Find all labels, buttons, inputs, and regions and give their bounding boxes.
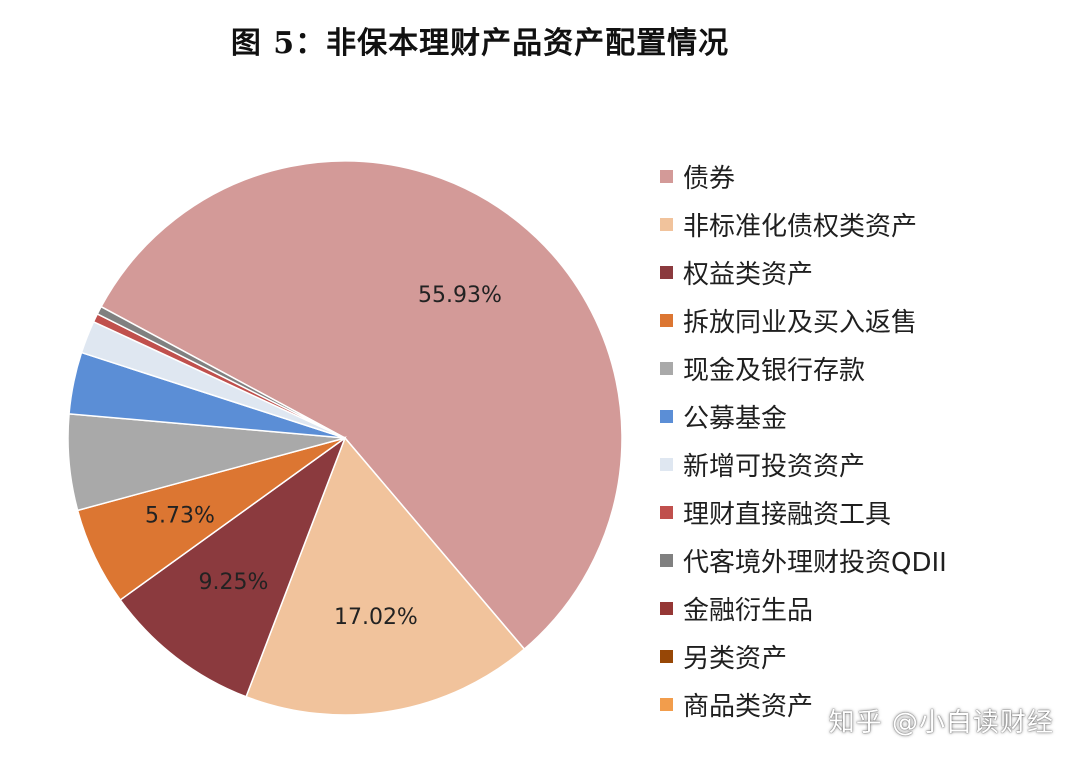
legend-label: 另类资产: [683, 643, 788, 674]
pie-slice-3: [119, 435, 347, 698]
slice-label-2: 17.02%: [334, 605, 418, 630]
legend-swatch: [660, 457, 673, 471]
legend: 债券非标准化债权类资产 权益类资产拆放同业及买入返售 现金及银行存款 公募基金新增可投…: [660, 152, 947, 728]
legend-swatch: [660, 265, 673, 279]
legend-item: 公募基金: [660, 392, 947, 440]
slice-label-3: 9.25%: [199, 570, 269, 595]
legend-item: 权益类资产: [660, 248, 947, 296]
slice-label-1: 55.93%: [418, 283, 502, 308]
slice-label-4: 5.73%: [145, 504, 215, 529]
watermark: 知乎 @小白读财经: [828, 708, 1054, 738]
legend-item: 另类资产: [660, 632, 947, 680]
legend-item: 商品类资产: [660, 680, 947, 728]
legend-label: 现金及银行存款: [683, 355, 866, 386]
legend-item: 拆放同业及买入返售: [660, 296, 947, 344]
legend-swatch: [660, 217, 673, 231]
legend-swatch: [660, 697, 673, 711]
legend-swatch: [660, 601, 673, 615]
legend-label: 理财直接融资工具: [683, 499, 892, 530]
legend-label: 新增可投资资产: [683, 451, 866, 482]
legend-item: 现金及银行存款: [660, 344, 947, 392]
legend-label: 商品类资产: [683, 691, 814, 722]
legend-item: 金融衍生品: [660, 584, 947, 632]
pie-slice-labels: 55.93% 17.02% 9.25% 5.73%: [145, 283, 502, 630]
legend-item: 新增可投资资产: [660, 440, 947, 488]
legend-label: 代客境外理财投资QDII: [683, 547, 947, 578]
legend-label: 金融衍生品: [683, 595, 814, 626]
pie-slices: [67, 160, 623, 716]
pie-slice-9: [96, 305, 346, 439]
chart-title: 图 5：非保本理财产品资产配置情况: [230, 26, 730, 61]
legend-label: 权益类资产: [683, 259, 814, 290]
legend-item: 非标准化债权类资产: [660, 200, 947, 248]
legend-swatch: [660, 649, 673, 663]
legend-item: 代客境外理财投资QDII: [660, 536, 947, 584]
legend-swatch: [660, 553, 673, 567]
legend-label: 公募基金: [683, 403, 788, 434]
pie-slice-2: [245, 436, 526, 716]
legend-swatch: [660, 409, 673, 423]
legend-swatch: [660, 313, 673, 327]
legend-label: 非标准化债权类资产: [683, 211, 918, 242]
legend-label: 拆放同业及买入返售: [683, 307, 918, 338]
legend-swatch: [660, 505, 673, 519]
legend-item: 理财直接融资工具: [660, 488, 947, 536]
legend-swatch: [660, 361, 673, 375]
legend-item: 债券: [660, 152, 947, 200]
legend-swatch: [660, 169, 673, 183]
pie-slice-1: [100, 160, 623, 651]
legend-label: 债券: [683, 163, 736, 194]
